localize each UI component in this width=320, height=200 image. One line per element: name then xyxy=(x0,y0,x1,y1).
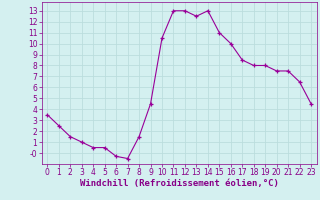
X-axis label: Windchill (Refroidissement éolien,°C): Windchill (Refroidissement éolien,°C) xyxy=(80,179,279,188)
